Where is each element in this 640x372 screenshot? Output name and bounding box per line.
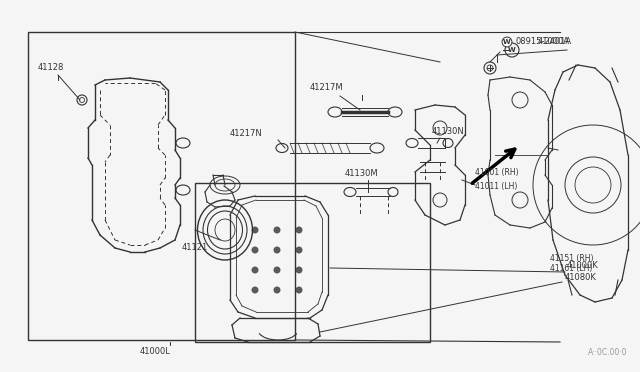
Text: 41217M: 41217M	[310, 83, 344, 93]
Text: 41011 (LH): 41011 (LH)	[475, 182, 517, 190]
Circle shape	[273, 227, 280, 234]
Text: 41151 (RH): 41151 (RH)	[550, 253, 593, 263]
Bar	[28, 32, 295, 340]
Circle shape	[296, 247, 303, 253]
Text: 41000L: 41000L	[140, 347, 171, 356]
Text: 41001 (RH): 41001 (RH)	[475, 169, 518, 177]
Text: 41128: 41128	[38, 64, 65, 73]
Circle shape	[273, 286, 280, 294]
Text: 41000K: 41000K	[567, 260, 599, 269]
Bar	[195, 183, 430, 342]
Text: W: W	[508, 47, 516, 53]
Circle shape	[252, 247, 259, 253]
Circle shape	[296, 227, 303, 234]
Text: W: W	[503, 39, 511, 45]
Text: 41080K: 41080K	[565, 273, 597, 282]
Circle shape	[296, 266, 303, 273]
Circle shape	[252, 227, 259, 234]
Text: 41161 (LH): 41161 (LH)	[550, 264, 593, 273]
Circle shape	[273, 247, 280, 253]
Text: A··0C.00·0: A··0C.00·0	[588, 348, 627, 357]
Text: 41217N: 41217N	[230, 128, 263, 138]
Circle shape	[252, 286, 259, 294]
Text: 41130M: 41130M	[345, 169, 379, 177]
Text: 08915-2401A: 08915-2401A	[516, 38, 572, 46]
Text: 41130N: 41130N	[432, 128, 465, 137]
Circle shape	[252, 266, 259, 273]
Text: 41121: 41121	[182, 244, 208, 253]
Circle shape	[273, 266, 280, 273]
Text: 41000A: 41000A	[538, 38, 570, 46]
Circle shape	[296, 286, 303, 294]
